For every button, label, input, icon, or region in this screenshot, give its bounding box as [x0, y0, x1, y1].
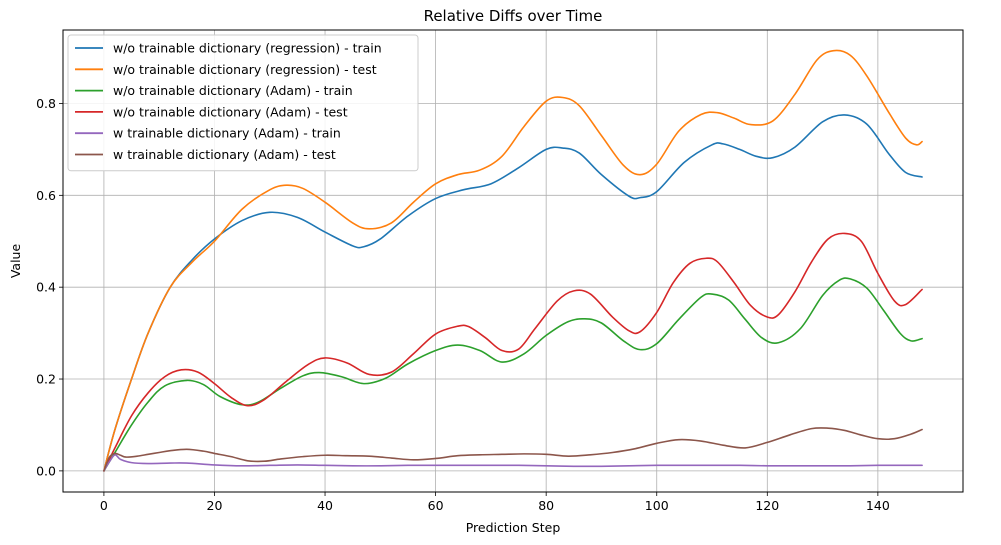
x-axis-label: Prediction Step [466, 520, 561, 535]
x-tick-label: 20 [207, 498, 223, 513]
series-line-5 [103, 454, 923, 472]
series-line-4 [103, 232, 923, 472]
legend-label-1: w/o trainable dictionary (regression) - … [113, 41, 382, 56]
x-tick-label: 100 [645, 498, 669, 513]
legend-label-2: w/o trainable dictionary (regression) - … [113, 62, 377, 77]
x-tick-label: 140 [866, 498, 890, 513]
plot-frame [62, 29, 964, 493]
legend-label-5: w trainable dictionary (Adam) - train [113, 126, 341, 141]
axis-ticks: 0 20 40 60 80 100 120 140 0.0 0.2 0.4 0.6 0.8 [36, 96, 890, 513]
y-tick-label: 0.8 [36, 96, 56, 111]
legend-box [67, 34, 419, 172]
y-axis-label: Value [8, 244, 23, 279]
x-tick-label: 0 [100, 498, 108, 513]
legend-label-4: w/o trainable dictionary (Adam) - test [113, 104, 348, 119]
y-tick-label: 0.4 [36, 280, 56, 295]
legend: w/o trainable dictionary (regression) - … [67, 34, 419, 172]
y-tick-label: 0.2 [36, 372, 56, 387]
x-tick-label: 120 [755, 498, 779, 513]
plot-lines [103, 49, 923, 472]
x-tick-label: 60 [428, 498, 444, 513]
x-tick-label: 80 [538, 498, 554, 513]
y-tick-label: 0.0 [36, 463, 56, 478]
x-tick-label: 40 [317, 498, 333, 513]
y-tick-label: 0.6 [36, 188, 56, 203]
series-line-6 [103, 427, 923, 472]
legend-label-3: w/o trainable dictionary (Adam) - train [113, 83, 353, 98]
chart-title: Relative Diffs over Time [424, 7, 603, 25]
legend-label-6: w trainable dictionary (Adam) - test [113, 147, 336, 162]
series-line-3 [103, 277, 923, 472]
series-line-2 [103, 49, 923, 472]
